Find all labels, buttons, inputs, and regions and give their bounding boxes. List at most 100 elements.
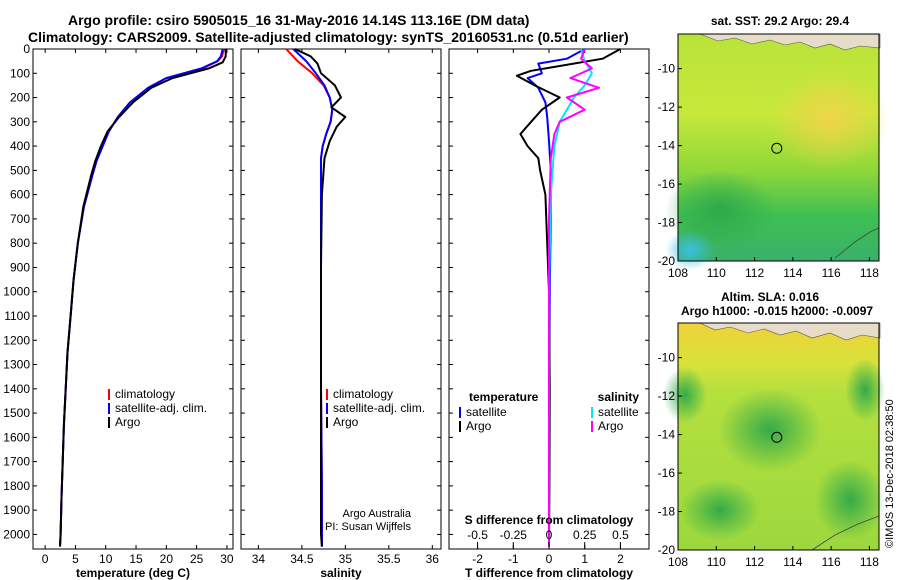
sst-map: sat. SST: 29.2 Argo: 29.4 108 110 112 114 11… — [658, 14, 890, 280]
map-x-tick-label: 112 — [745, 555, 764, 569]
legend-swatch — [459, 421, 461, 432]
sla-map-frame — [677, 322, 880, 551]
series-line-climatology — [285, 48, 334, 547]
depth-tick-label: 1100 — [4, 309, 30, 323]
sla-map-title-2: Argo h1000: -0.015 h2000: -0.0097 — [681, 304, 873, 318]
series-line-argo — [59, 49, 227, 547]
legend-label: satellite-adj. clim. — [115, 401, 207, 415]
sst-coastline — [699, 33, 881, 51]
x-tick-label: 35 — [339, 552, 353, 566]
sla-eddy-east — [845, 358, 885, 422]
map-x-tick-label: 108 — [668, 555, 688, 569]
sla-float-marker — [771, 431, 783, 443]
depth-tick-label: 900 — [10, 260, 30, 274]
legend-swatch — [326, 403, 328, 414]
sla-coastline — [699, 322, 881, 341]
legend-swatch — [108, 389, 110, 400]
depth-tick-label: 100 — [10, 66, 30, 80]
sst-warm-patch — [770, 70, 890, 170]
map-x-tick-label: 118 — [860, 555, 879, 569]
series-line-satellite-adj-clim- — [292, 48, 334, 547]
title-line-1: Argo profile: csiro 5905015_16 31-May-20… — [68, 12, 530, 28]
x-tick-label: 25 — [190, 552, 204, 566]
x-tick-label: 2 — [617, 552, 624, 566]
sla-contour — [811, 515, 880, 551]
legend-title: salinity — [598, 390, 640, 404]
series-line-t-argo — [515, 48, 621, 547]
title-line-2: Climatology: CARS2009. Satellite-adjuste… — [28, 29, 629, 45]
legend-swatch — [459, 407, 461, 418]
depth-tick-label: 1700 — [3, 455, 30, 469]
map-x-tick-label: 116 — [822, 266, 841, 280]
x-tick-label: -1 — [508, 552, 519, 566]
series-line-satellite-adj-clim- — [59, 48, 224, 547]
s-axis-label: S difference from climatology — [465, 513, 634, 527]
s-tick-label: 0.25 — [573, 528, 597, 542]
timestamp-stamp: ©IMOS 13-Dec-2018 02:38:50 — [884, 399, 896, 548]
depth-tick-label: 800 — [10, 236, 30, 250]
depth-tick-label: 600 — [10, 188, 30, 202]
legend-title: temperature — [469, 390, 539, 404]
depth-tick-label: 1300 — [3, 358, 30, 372]
depth-tick-label: 2000 — [3, 527, 30, 541]
legend-label: satellite — [466, 405, 507, 419]
map-y-tick-label: -16 — [658, 466, 676, 480]
sla-eddy-center — [718, 388, 822, 472]
map-y-tick-label: -18 — [658, 505, 676, 519]
panel-temperature: 0100200300400500600700800900100011001200… — [3, 42, 234, 580]
legend-label: climatology — [333, 387, 393, 401]
s-tick-label: -0.25 — [500, 528, 528, 542]
sst-map-frame — [677, 33, 880, 262]
legend-label: climatology — [115, 387, 175, 401]
legend-swatch — [591, 421, 593, 432]
x-tick-label: 34 — [252, 552, 266, 566]
legend-label: Argo — [598, 419, 624, 433]
legend-label: Argo — [115, 415, 141, 429]
depth-tick-label: 1500 — [3, 406, 30, 420]
map-x-tick-label: 118 — [860, 266, 879, 280]
series-line-s-argo — [548, 48, 600, 547]
sla-map: Altim. SLA: 0.016 Argo h1000: -0.015 h20… — [658, 290, 885, 569]
legend-label: satellite-adj. clim. — [333, 401, 425, 415]
depth-tick-label: 500 — [10, 163, 30, 177]
map-x-tick-label: 110 — [707, 266, 726, 280]
map-y-tick-label: -10 — [658, 351, 676, 365]
depth-tick-label: 0 — [23, 42, 30, 56]
depth-tick-label: 400 — [10, 139, 30, 153]
legend-swatch — [108, 403, 110, 414]
map-x-tick-label: 116 — [822, 555, 841, 569]
x-tick-label: 10 — [99, 552, 113, 566]
depth-tick-label: 1600 — [3, 430, 30, 444]
sst-map-title: sat. SST: 29.2 Argo: 29.4 — [711, 14, 850, 28]
x-tick-label: 15 — [129, 552, 143, 566]
map-y-tick-label: -20 — [658, 254, 676, 268]
panel-tdiff: -2 -1 0 1 2T difference from climatology temp… — [448, 48, 650, 580]
panel-frame-temperature — [32, 48, 234, 550]
map-x-tick-label: 114 — [783, 555, 802, 569]
depth-tick-label: 1200 — [3, 333, 30, 347]
x-tick-label: 20 — [160, 552, 174, 566]
legend-swatch — [326, 389, 328, 400]
map-x-tick-label: 114 — [783, 266, 802, 280]
depth-tick-label: 1900 — [3, 503, 30, 517]
sla-map-title-1: Altim. SLA: 0.016 — [721, 290, 819, 304]
x-tick-label: 1 — [581, 552, 588, 566]
map-x-tick-label: 108 — [668, 266, 688, 280]
credit-text: PI: Susan Wijffels — [325, 521, 411, 533]
depth-tick-label: 1800 — [3, 479, 30, 493]
credit-text: Argo Australia — [343, 508, 412, 520]
sst-float-marker — [771, 142, 783, 154]
map-y-tick-label: -10 — [658, 62, 676, 76]
s-tick-label: -0.5 — [467, 528, 488, 542]
map-y-tick-label: -12 — [658, 389, 676, 403]
legend-swatch — [326, 417, 328, 428]
x-tick-label: 36 — [426, 552, 440, 566]
legend-swatch — [108, 417, 110, 428]
sst-cool-patch — [665, 170, 775, 250]
depth-tick-label: 1400 — [3, 382, 30, 396]
map-y-tick-label: -16 — [658, 177, 676, 191]
depth-tick-label: 300 — [10, 115, 30, 129]
legend-label: Argo — [466, 419, 492, 433]
depth-tick-label: 700 — [10, 212, 30, 226]
